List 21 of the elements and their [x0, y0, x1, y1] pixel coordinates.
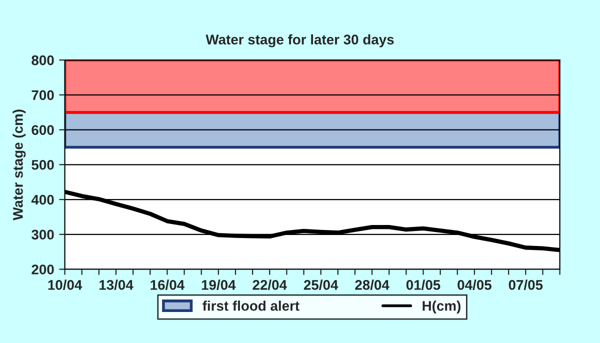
- y-tick-label: 600: [32, 125, 54, 135]
- y-tick-label: 300: [32, 230, 54, 240]
- x-tick-label: 16/04: [150, 280, 185, 290]
- y-tick-label: 500: [32, 160, 54, 170]
- x-tick-label: 28/04: [355, 280, 390, 290]
- y-tick-label: 400: [31, 194, 54, 205]
- x-tick-label: 25/04: [304, 280, 338, 290]
- x-tick-label: 10/04: [48, 280, 82, 290]
- y-tick-label: 800: [32, 55, 54, 66]
- legend-label: first flood alert: [202, 300, 300, 311]
- y-tick-label: 200: [32, 264, 54, 274]
- chart-title: Water stage for later 30 days: [206, 34, 394, 48]
- x-tick-label: 13/04: [100, 280, 134, 290]
- x-tick-label: 04/05: [458, 280, 492, 290]
- x-tick-label: 22/04: [252, 280, 287, 290]
- x-tick-label: 01/05: [406, 280, 440, 290]
- x-tick-label: 07/05: [508, 280, 543, 290]
- legend-label: H(cm): [422, 300, 460, 314]
- y-axis-title: Water stage (cm): [12, 110, 26, 220]
- x-tick-label: 19/04: [202, 280, 236, 290]
- y-tick-label: 700: [32, 90, 54, 100]
